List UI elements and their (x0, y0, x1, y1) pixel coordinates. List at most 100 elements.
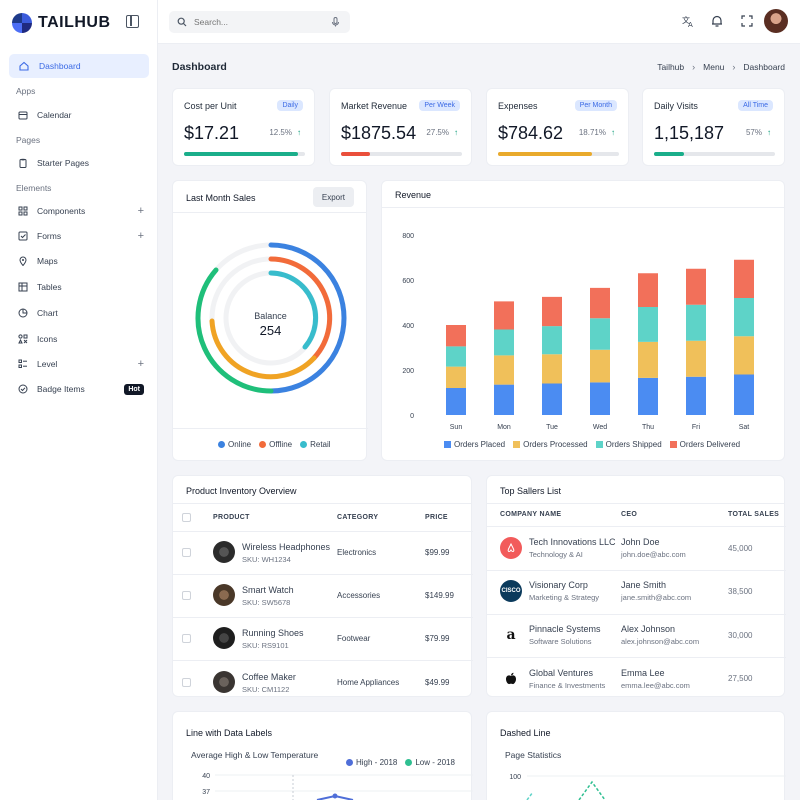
sidebar-item-components[interactable]: Components + (18, 203, 144, 219)
sidebar-item-icons[interactable]: Icons (18, 331, 144, 347)
data-point[interactable] (332, 793, 338, 799)
legend-dot (259, 441, 267, 448)
bar-segment[interactable] (590, 287, 610, 319)
sidebar-section-apps: Apps (16, 86, 36, 96)
bar-segment[interactable] (734, 374, 754, 416)
legend-item[interactable]: Orders Processed (513, 440, 588, 449)
bar-segment[interactable] (590, 318, 610, 350)
bar-segment[interactable] (638, 377, 658, 415)
company-name[interactable]: Global Ventures (529, 668, 594, 678)
fullscreen-icon[interactable] (740, 14, 754, 28)
translate-icon[interactable]: 文A (682, 14, 696, 28)
legend-item[interactable]: Offline (259, 440, 292, 449)
search-input[interactable] (194, 17, 324, 27)
bar-segment[interactable] (686, 376, 706, 415)
logo[interactable]: TAILHUB (12, 12, 111, 34)
column-header[interactable]: CEO (621, 511, 638, 518)
legend-item[interactable]: Orders Placed (444, 440, 505, 449)
bar-segment[interactable] (446, 366, 466, 388)
product-name[interactable]: Coffee Maker (242, 672, 296, 682)
sidebar-item-badge-items[interactable]: Badge Items Hot (18, 381, 144, 397)
product-name[interactable]: Running Shoes (242, 628, 304, 638)
bell-icon[interactable] (710, 14, 724, 28)
stat-card-cost: Cost per Unit Daily $17.21 12.5% ↑ (172, 88, 315, 166)
expand-icon[interactable]: + (137, 358, 144, 370)
legend-item[interactable]: Orders Shipped (595, 440, 662, 449)
column-header[interactable]: PRICE (425, 514, 448, 521)
product-price: $99.99 (425, 548, 450, 557)
sidebar-item-starter-pages[interactable]: Starter Pages (18, 155, 144, 171)
bar-segment[interactable] (638, 307, 658, 342)
sidebar-item-tables[interactable]: Tables (18, 279, 144, 295)
bar-segment[interactable] (542, 326, 562, 355)
bar-segment[interactable] (542, 354, 562, 384)
bar-segment[interactable] (446, 388, 466, 415)
breadcrumb-item[interactable]: Menu (703, 62, 725, 72)
row-checkbox[interactable] (182, 678, 191, 687)
search-box[interactable] (169, 11, 350, 33)
bar-segment[interactable] (734, 298, 754, 337)
sidebar-item-calendar[interactable]: Calendar (18, 107, 144, 123)
expand-icon[interactable]: + (137, 205, 144, 217)
bar-segment[interactable] (686, 268, 706, 305)
product-name[interactable]: Smart Watch (242, 585, 294, 595)
company-name[interactable]: Pinnacle Systems (529, 624, 601, 634)
column-header[interactable]: TOTAL SALES (728, 511, 780, 518)
legend-item[interactable]: Orders Delivered (669, 440, 740, 449)
cisco-logo-icon: CISCO (500, 580, 522, 602)
ceo-email[interactable]: alex.johnson@abc.com (621, 637, 700, 646)
breadcrumb-item[interactable]: Tailhub (657, 62, 685, 72)
bar-segment[interactable] (494, 384, 514, 415)
bar-segment[interactable] (446, 346, 466, 367)
select-all-checkbox[interactable] (182, 513, 191, 522)
column-header[interactable]: CATEGORY (337, 514, 379, 521)
sidebar-item-dashboard[interactable]: Dashboard (9, 54, 149, 78)
bar-segment[interactable] (734, 259, 754, 298)
user-avatar[interactable] (764, 9, 788, 33)
company-name[interactable]: Tech Innovations LLC (529, 537, 616, 547)
export-button[interactable]: Export (312, 187, 354, 207)
bar-segment[interactable] (638, 273, 658, 307)
sidebar-item-level[interactable]: Level + (18, 356, 144, 372)
chevron-right-icon: › (732, 62, 736, 72)
legend-item[interactable]: Online (218, 440, 251, 449)
bar-segment[interactable] (590, 382, 610, 415)
legend-item[interactable]: High - 2018 (346, 758, 397, 767)
column-header[interactable]: PRODUCT (213, 514, 250, 521)
ceo-email[interactable]: john.doe@abc.com (621, 550, 686, 559)
product-name[interactable]: Wireless Headphones (242, 542, 331, 552)
bar-segment[interactable] (494, 301, 514, 330)
ceo-email[interactable]: emma.lee@abc.com (621, 681, 690, 690)
sidebar-item-forms[interactable]: Forms + (18, 228, 144, 244)
sidebar-item-maps[interactable]: Maps (18, 253, 144, 269)
company-name[interactable]: Visionary Corp (529, 580, 588, 590)
company-sector: Finance & Investments (529, 681, 606, 690)
bar-segment[interactable] (494, 329, 514, 356)
legend-swatch (669, 441, 677, 448)
legend-dot (346, 759, 353, 766)
balance-label: Balance (254, 311, 287, 321)
column-header[interactable]: COMPANY NAME (500, 511, 562, 518)
ceo-email[interactable]: jane.smith@abc.com (621, 593, 692, 602)
bar-segment[interactable] (638, 341, 658, 378)
microphone-icon[interactable] (331, 17, 340, 27)
legend-item[interactable]: Low - 2018 (405, 758, 455, 767)
legend-item[interactable]: Retail (300, 440, 331, 449)
bar-segment[interactable] (686, 304, 706, 341)
product-image (213, 584, 235, 606)
legend-label: Orders Shipped (605, 440, 662, 449)
bar-segment[interactable] (542, 296, 562, 327)
expand-icon[interactable]: + (137, 230, 144, 242)
bar-segment[interactable] (446, 325, 466, 347)
bar-segment[interactable] (494, 355, 514, 385)
y-tick-label: 40 (202, 773, 210, 780)
row-checkbox[interactable] (182, 634, 191, 643)
sidebar-collapse-icon[interactable] (126, 15, 139, 28)
sidebar-item-chart[interactable]: Chart (18, 305, 144, 321)
bar-segment[interactable] (590, 349, 610, 383)
bar-segment[interactable] (542, 383, 562, 416)
bar-segment[interactable] (734, 336, 754, 375)
row-checkbox[interactable] (182, 591, 191, 600)
row-checkbox[interactable] (182, 548, 191, 557)
bar-segment[interactable] (686, 340, 706, 377)
